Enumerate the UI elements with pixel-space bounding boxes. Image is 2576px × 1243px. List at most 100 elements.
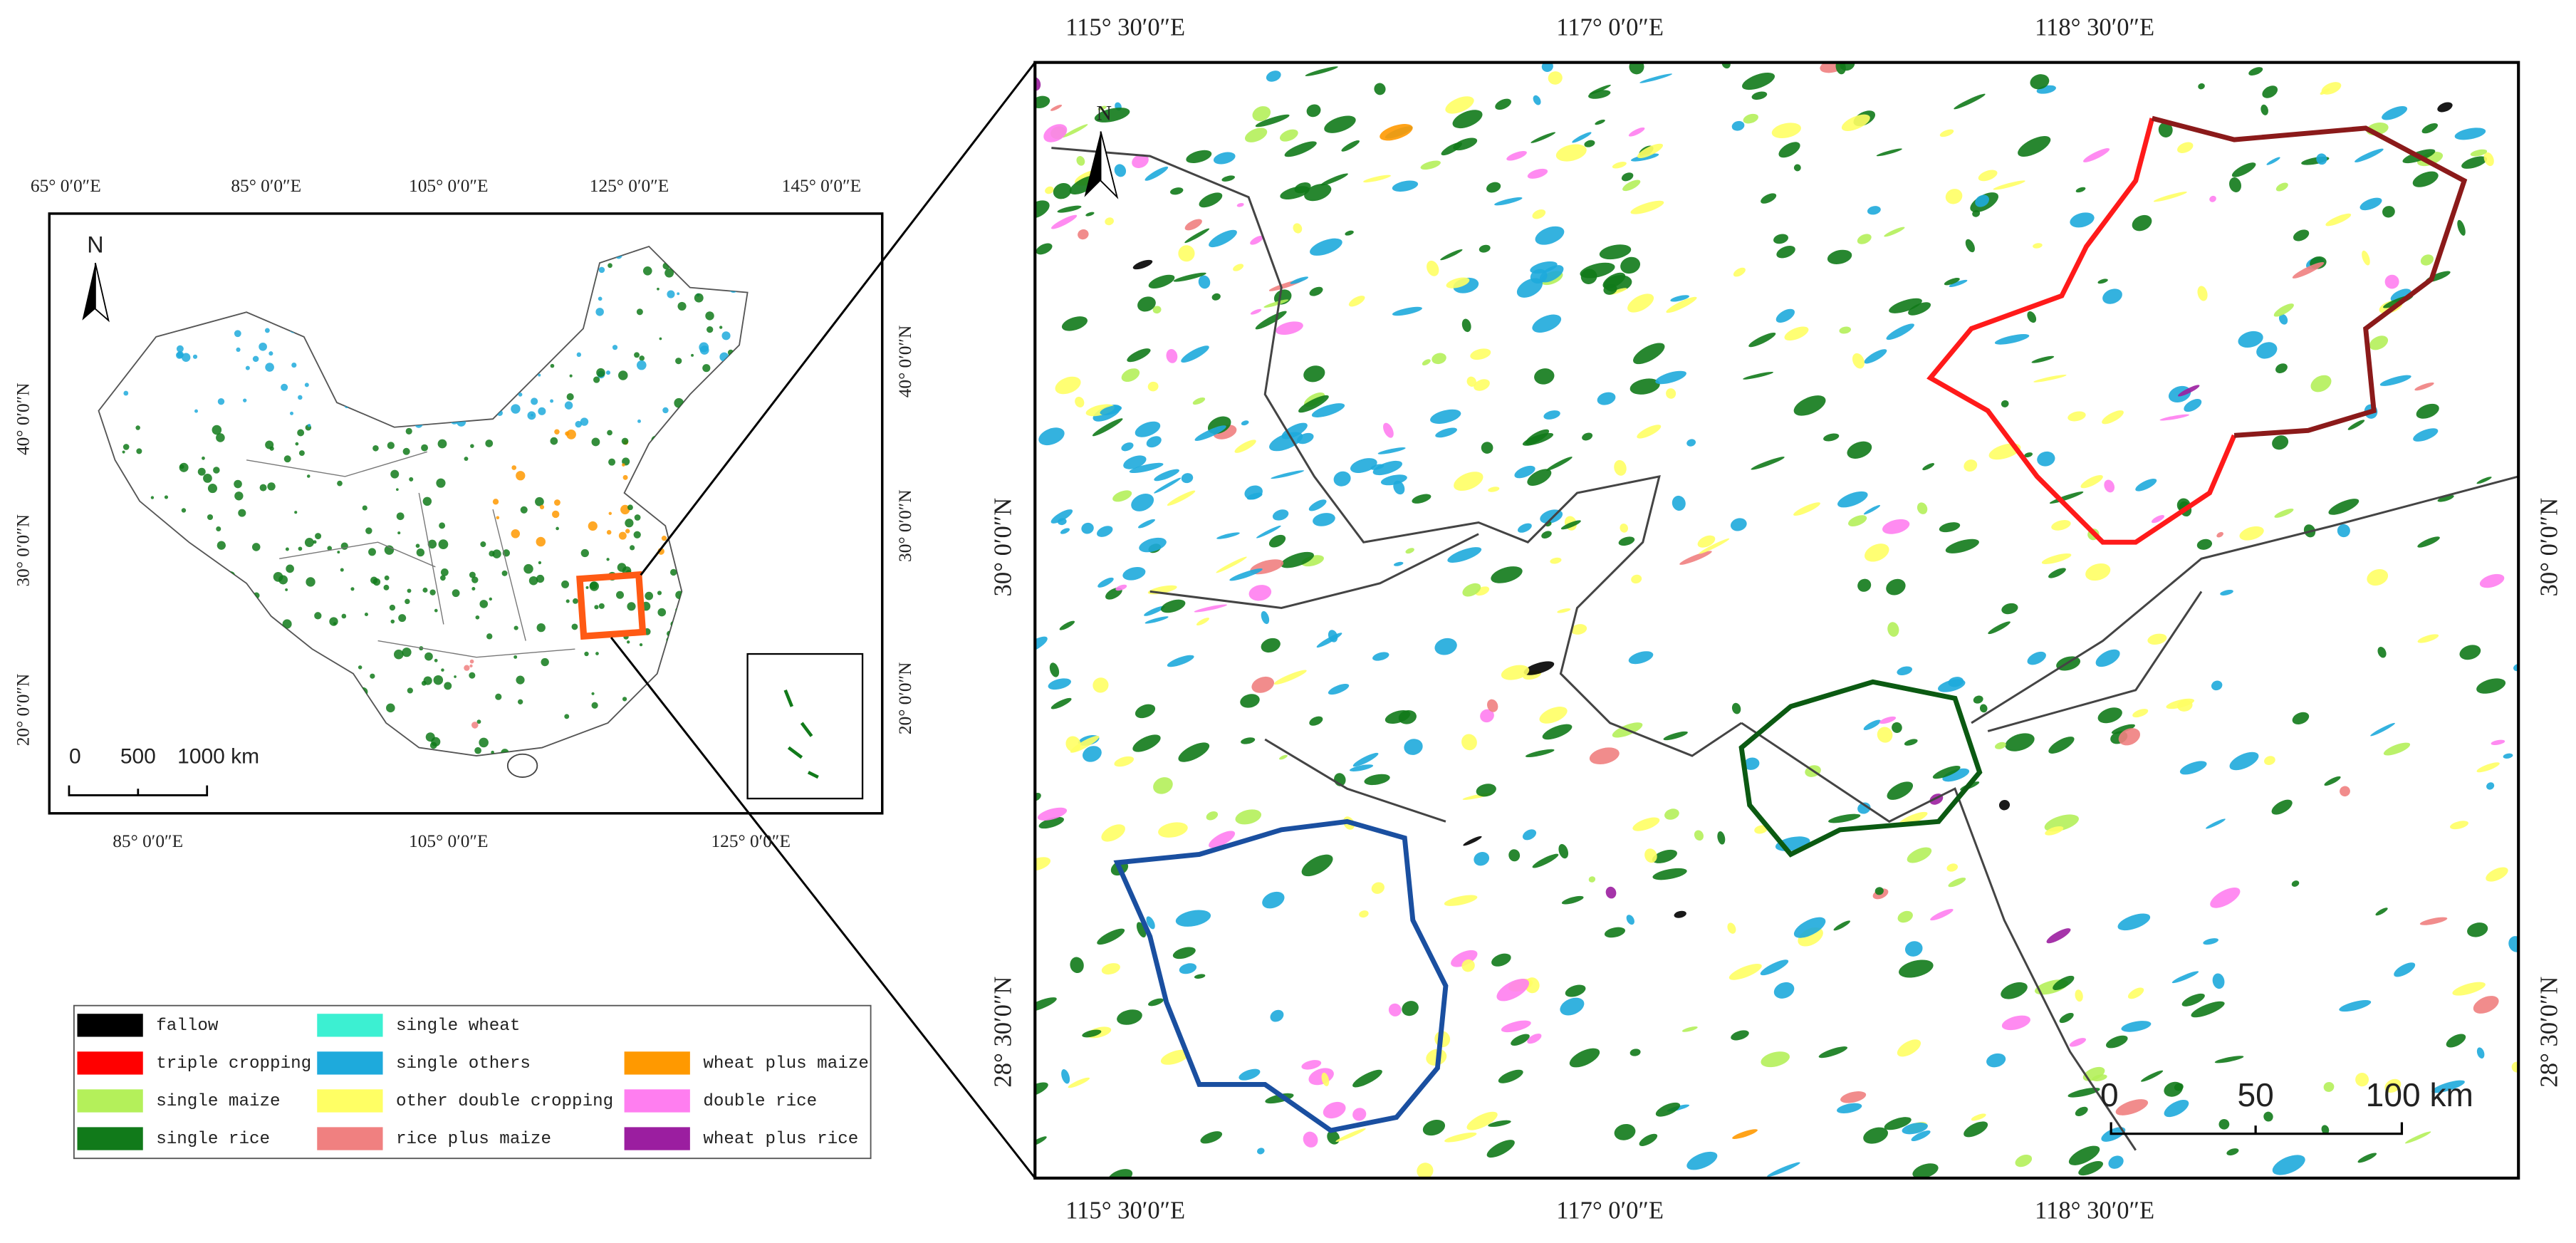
crop-patch: [1840, 1091, 1867, 1103]
crop-dot: [496, 516, 500, 520]
crop-dot: [252, 355, 259, 363]
crop-dot: [593, 376, 600, 383]
crop-patch: [1132, 259, 1153, 270]
crop-dot: [197, 467, 206, 476]
crop-patch: [2132, 709, 2149, 718]
crop-patch: [1160, 1049, 1190, 1065]
crop-patch: [1447, 547, 1482, 563]
crop-patch: [1279, 754, 1288, 760]
crop-patch: [1539, 265, 1564, 283]
crop-dot: [278, 575, 288, 585]
crop-dot: [390, 619, 395, 624]
crop-patch: [1348, 296, 1365, 307]
crop-dot: [264, 328, 270, 333]
crop-dot: [702, 364, 711, 373]
crop-patch: [2198, 83, 2205, 90]
crop-patch: [1058, 518, 1067, 526]
crop-patch: [1255, 311, 1287, 330]
crop-patch: [1629, 378, 1660, 395]
crop-patch: [1897, 910, 1913, 923]
crop-patch: [1743, 113, 1758, 124]
crop-patch: [2323, 1082, 2335, 1092]
coordinate-label: 40° 0′0″N: [895, 326, 915, 398]
crop-patch: [1265, 1093, 1294, 1104]
crop-patch: [1627, 293, 1654, 313]
crop-dot: [480, 541, 486, 548]
crop-dot: [194, 409, 198, 413]
crop-patch: [1535, 226, 1565, 245]
crop-patch: [1964, 1121, 1988, 1138]
crop-patch: [1546, 457, 1573, 471]
crop-patch: [2095, 649, 2120, 667]
crop-dot: [285, 547, 289, 551]
crop-patch: [1293, 223, 1303, 234]
crop-patch: [1037, 807, 1068, 821]
crop-patch: [1194, 604, 1228, 613]
crop-dot: [538, 373, 541, 377]
crop-patch: [1932, 766, 1961, 779]
crop-patch: [2491, 739, 2505, 745]
crop-patch: [2033, 243, 2043, 249]
crop-dot: [518, 392, 523, 397]
crop-patch: [1350, 458, 1377, 473]
crop-patch: [1892, 722, 1902, 733]
crop-dot: [454, 675, 457, 678]
crop-patch: [2048, 737, 2075, 754]
north-arrow: [1100, 131, 1119, 199]
crop-patch: [1352, 1069, 1382, 1088]
crop-patch: [2141, 1070, 2164, 1082]
legend-label: double rice: [703, 1092, 817, 1111]
crop-patch: [1949, 279, 1968, 287]
crop-patch: [1818, 1046, 1848, 1059]
crop-patch: [1557, 608, 1571, 613]
crop-patch: [2206, 818, 2226, 829]
crop-dot: [424, 652, 433, 661]
crop-dot: [212, 425, 222, 435]
crop-patch: [1863, 719, 1881, 731]
crop-patch: [1147, 381, 1159, 392]
crop-dot: [281, 383, 288, 391]
crop-patch: [1123, 455, 1147, 469]
crop-patch: [2075, 187, 2086, 193]
crop-patch: [2503, 753, 2513, 759]
crop-patch: [1236, 203, 1244, 207]
crop-patch: [1632, 817, 1660, 831]
crop-patch: [1324, 115, 1356, 133]
crop-patch: [1038, 427, 1065, 446]
crop-patch: [1371, 882, 1385, 894]
crop-patch: [2121, 1021, 2152, 1032]
crop-patch: [2382, 206, 2395, 218]
crop-patch: [1694, 830, 1704, 841]
crop-patch: [2355, 148, 2384, 162]
coordinate-label: 20° 0′0″N: [895, 662, 915, 735]
crop-dot: [440, 568, 449, 576]
crop-dot: [492, 549, 501, 558]
crop-patch: [2421, 123, 2439, 134]
crop-patch: [1166, 349, 1178, 363]
crop-dot: [409, 477, 414, 482]
crop-dot: [659, 337, 662, 340]
crop-patch: [1363, 175, 1391, 183]
crop-patch: [2394, 962, 2416, 977]
crop-patch: [1637, 425, 1662, 439]
crop-patch: [1539, 707, 1568, 724]
crop-dot: [633, 531, 641, 539]
crop-patch: [1847, 441, 1872, 459]
scale-label: 100 km: [2366, 1076, 2473, 1113]
crop-patch: [2226, 1148, 2239, 1156]
crop-dot: [216, 526, 221, 531]
crop-patch: [1543, 410, 1560, 420]
crop-patch: [1053, 182, 1072, 199]
crop-patch: [1380, 124, 1413, 141]
crop-patch: [2097, 707, 2122, 724]
crop-dot: [298, 450, 305, 457]
crop-dot: [176, 351, 184, 359]
crop-patch: [1904, 941, 1923, 957]
crop-patch: [1639, 73, 1673, 83]
scale-label: 1000 km: [177, 744, 259, 768]
crop-patch: [1136, 922, 1147, 938]
island: [506, 753, 538, 778]
crop-dot: [234, 330, 241, 338]
legend-label: wheat plus rice: [703, 1130, 858, 1149]
crop-patch: [2264, 756, 2275, 765]
